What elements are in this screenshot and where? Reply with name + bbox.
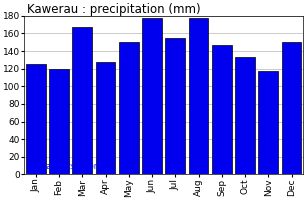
Bar — [142, 18, 162, 174]
Bar — [26, 64, 46, 174]
Bar — [235, 57, 255, 174]
Bar — [212, 45, 232, 174]
Text: Kawerau : precipitation (mm): Kawerau : precipitation (mm) — [27, 3, 201, 16]
Bar — [96, 62, 115, 174]
Bar — [119, 42, 139, 174]
Bar — [259, 71, 278, 174]
Bar — [189, 18, 208, 174]
Text: www.allmetsat.com: www.allmetsat.com — [27, 162, 102, 171]
Bar — [282, 42, 301, 174]
Bar — [73, 27, 92, 174]
Bar — [166, 38, 185, 174]
Bar — [49, 69, 69, 174]
